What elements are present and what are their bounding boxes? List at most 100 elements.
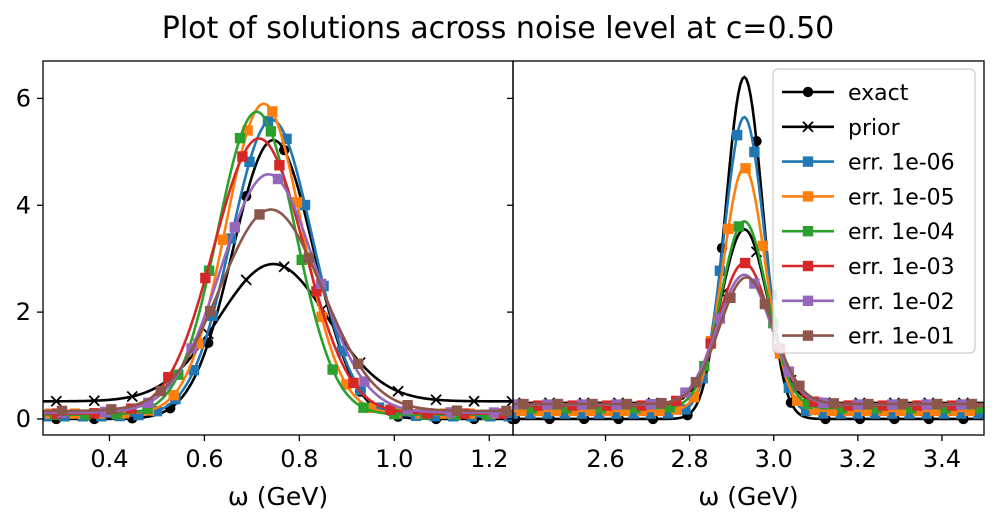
legend-label: err. 1e-01	[848, 325, 955, 350]
data-point-err1e01	[794, 380, 805, 391]
data-point-err1e01	[204, 305, 216, 317]
data-point-err1e05	[688, 392, 700, 403]
data-point-err1e03	[200, 272, 211, 284]
x-axis-label: ω (GeV)	[698, 482, 798, 511]
data-point-prior	[88, 395, 100, 407]
series-err1e01	[513, 276, 984, 410]
data-point-prior	[50, 395, 62, 407]
data-point-err1e05	[516, 405, 527, 417]
legend-entry-err1e04: err. 1e-04	[782, 220, 955, 245]
series-prior	[43, 261, 513, 407]
data-point-err1e05	[636, 405, 648, 417]
data-point-err1e04	[906, 403, 917, 414]
legend-entry-err1e05: err. 1e-05	[782, 185, 955, 210]
data-point-err1e06	[800, 405, 812, 417]
data-point-err1e05	[267, 106, 278, 117]
data-point-err1e06	[336, 345, 348, 357]
legend-marker-err1e03	[802, 260, 814, 272]
data-point-err1e05	[912, 405, 924, 417]
data-point-err1e06	[921, 408, 933, 419]
data-point-err1e05	[826, 405, 837, 417]
data-point-err1e05	[365, 402, 377, 414]
legend-marker-prior	[802, 121, 814, 133]
data-point-err1e03	[237, 151, 248, 162]
data-point-err1e06	[262, 115, 274, 127]
data-point-err1e01	[966, 398, 978, 410]
legend-entry-prior: prior	[782, 116, 901, 141]
series-line-prior	[43, 262, 513, 403]
data-point-err1e06	[559, 408, 570, 419]
data-point-prior	[468, 395, 480, 407]
data-point-err1e06	[151, 405, 163, 417]
data-point-prior	[278, 261, 290, 273]
legend-label: exact	[848, 81, 909, 106]
data-point-err1e06	[299, 199, 311, 211]
data-point-err1e01	[828, 398, 840, 409]
data-point-err1e05	[291, 197, 303, 208]
data-point-prior	[240, 274, 252, 286]
data-point-err1e01	[725, 292, 736, 304]
data-point-err1e05	[809, 404, 820, 416]
data-point-err1e06	[766, 289, 777, 301]
x-tick-label: 0.6	[185, 445, 223, 473]
data-point-err1e06	[513, 408, 519, 419]
data-point-err1e01	[518, 398, 529, 410]
data-point-err1e01	[155, 385, 166, 397]
data-point-err1e04	[871, 403, 882, 414]
data-point-err1e02	[445, 407, 457, 418]
data-point-err1e06	[714, 265, 726, 276]
data-point-err1e05	[242, 125, 253, 136]
data-point-err1e06	[887, 408, 898, 419]
data-point-err1e05	[895, 405, 906, 417]
data-point-err1e05	[168, 389, 179, 401]
plot-area	[513, 75, 984, 425]
data-point-err1e04	[234, 132, 246, 144]
data-point-err1e05	[964, 405, 975, 417]
legend-marker-exact	[802, 86, 814, 98]
legend-label: err. 1e-05	[848, 185, 955, 210]
data-point-err1e02	[783, 366, 795, 377]
data-point-err1e06	[835, 408, 846, 419]
data-point-err1e06	[542, 408, 553, 419]
data-point-err1e06	[594, 408, 605, 419]
data-point-err1e03	[808, 396, 820, 407]
data-point-err1e06	[244, 156, 255, 168]
data-point-err1e05	[567, 405, 579, 417]
data-point-err1e06	[611, 408, 622, 419]
data-point-err1e05	[671, 404, 682, 415]
data-point-err1e03	[274, 160, 285, 171]
x-tick-label: 1.0	[375, 445, 413, 473]
data-point-err1e05	[217, 234, 229, 245]
data-point-err1e05	[341, 379, 352, 390]
legend-label: err. 1e-02	[848, 290, 955, 315]
data-point-err1e04	[733, 221, 745, 232]
data-point-err1e01	[897, 398, 909, 410]
data-point-err1e06	[869, 408, 881, 419]
data-point-err1e05	[861, 405, 872, 417]
legend-frame	[772, 68, 976, 354]
data-point-err1e05	[843, 405, 855, 417]
data-point-err1e01	[587, 398, 598, 410]
data-point-err1e02	[99, 406, 111, 418]
left-panel: 0.4 0.6 0.8 1.0 1.2 0 2 4 6 ω (GeV)	[16, 60, 514, 511]
data-point-err1e04	[296, 254, 307, 266]
data-point-err1e05	[316, 311, 327, 322]
data-point-prior	[506, 395, 513, 407]
data-point-err1e05	[930, 405, 941, 417]
legend-marker-err1e06	[802, 156, 814, 167]
y-tick-label: 6	[16, 84, 31, 112]
legend-entry-err1e06: err. 1e-06	[782, 151, 955, 176]
data-point-err1e06	[956, 408, 967, 419]
data-point-err1e04	[837, 403, 848, 414]
data-point-err1e01	[56, 405, 68, 417]
data-point-err1e03	[739, 257, 751, 269]
data-point-err1e06	[645, 408, 657, 419]
data-point-err1e05	[533, 405, 544, 417]
plot-area	[43, 102, 513, 425]
legend-entry-err1e03: err. 1e-03	[782, 255, 955, 280]
series-err1e01	[43, 208, 513, 417]
data-point-err1e04	[664, 402, 676, 413]
series-line-err1e01	[43, 208, 513, 413]
data-point-err1e05	[757, 240, 768, 252]
x-tick-label: 1.2	[470, 445, 508, 473]
